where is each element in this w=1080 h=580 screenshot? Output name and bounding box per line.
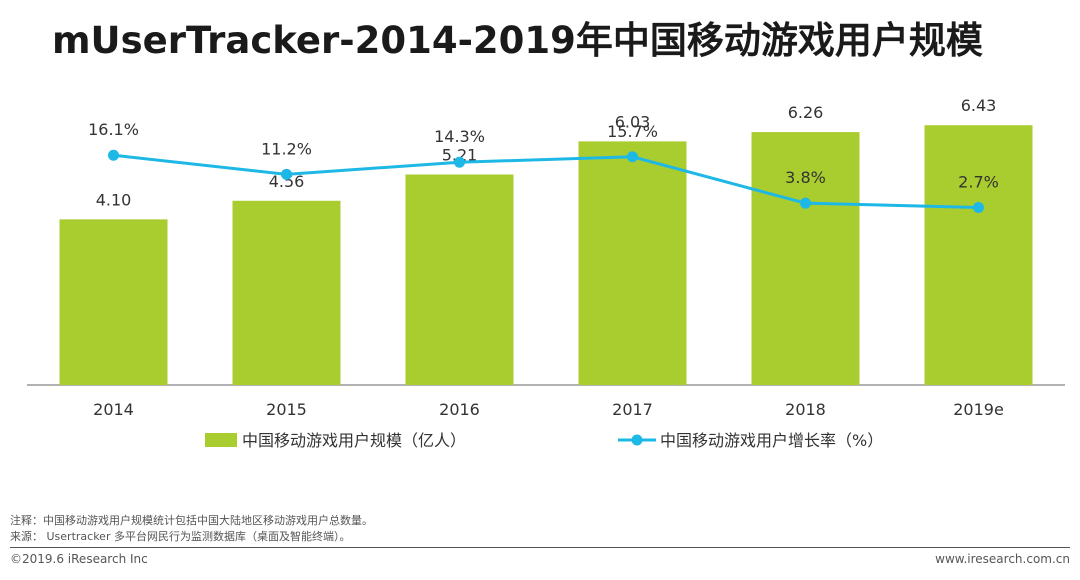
bar-value-label: 6.43 (961, 96, 997, 115)
bar-2018 (751, 132, 860, 385)
x-tick-label: 2016 (439, 400, 480, 419)
growth-value-label: 2.7% (958, 172, 999, 191)
bar-value-label: 5.21 (442, 146, 478, 165)
growth-value-label: 14.3% (434, 127, 485, 146)
x-tick-label: 2017 (612, 400, 653, 419)
footer-divider (10, 547, 1070, 548)
bar-2014 (59, 219, 168, 385)
growth-value-label: 11.2% (261, 139, 312, 158)
footer-copyright: ©2019.6 iResearch Inc (10, 552, 148, 566)
bar-value-label: 4.56 (269, 172, 305, 191)
bar-value-label: 6.03 (615, 112, 651, 131)
bar-value-label: 4.10 (96, 190, 132, 209)
bar-2015 (232, 200, 341, 385)
x-tick-label: 2014 (93, 400, 134, 419)
growth-rate-line (113, 153, 979, 209)
x-tick-label: 2015 (266, 400, 307, 419)
legend-bar-swatch (205, 433, 237, 447)
chart-note: 注释：中国移动游戏用户规模统计包括中国大陆地区移动游戏用户总数量。 (10, 514, 373, 527)
growth-point-2018 (800, 197, 811, 209)
combo-chart: 4.10 2014 4.56 2015 5.21 2016 6.03 2017 6.26 2018… (27, 96, 1065, 450)
bar-2019e (924, 125, 1033, 385)
growth-point-2019e (973, 201, 984, 213)
growth-point-2015 (281, 168, 292, 180)
growth-value-label: 16.1% (88, 120, 139, 139)
growth-point-2016 (454, 156, 465, 168)
growth-value-label: 15.7% (607, 122, 658, 141)
bar-2016 (405, 174, 514, 385)
chart-source: 来源： Usertracker 多平台网民行为监测数据库（桌面及智能终端）。 (10, 530, 351, 543)
legend-bar-label: 中国移动游戏用户规模（亿人） (242, 431, 466, 450)
bar-2017 (578, 141, 687, 385)
growth-point-2014 (108, 149, 119, 161)
legend-line-marker (631, 434, 643, 446)
page-title: mUserTracker-2014-2019年中国移动游戏用户规模 (52, 19, 983, 62)
growth-value-label: 3.8% (785, 168, 826, 187)
growth-point-2017 (627, 151, 638, 163)
x-tick-label: 2019e (953, 400, 1004, 419)
legend-line-label: 中国移动游戏用户增长率（%） (660, 431, 883, 450)
bar-value-label: 6.26 (788, 103, 824, 122)
footer-website: www.iresearch.com.cn (935, 552, 1070, 566)
x-tick-label: 2018 (785, 400, 826, 419)
